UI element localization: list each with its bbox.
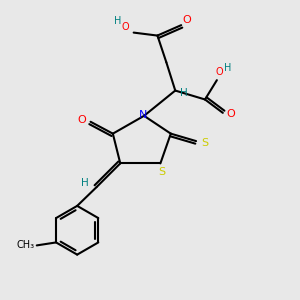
Text: H: H (114, 16, 121, 26)
Text: H: H (81, 178, 89, 188)
Text: O: O (122, 22, 129, 32)
Text: O: O (215, 67, 223, 77)
Text: CH₃: CH₃ (16, 240, 34, 250)
Text: S: S (201, 138, 208, 148)
Text: S: S (158, 167, 166, 177)
Text: H: H (224, 63, 232, 73)
Text: O: O (78, 115, 87, 125)
Text: N: N (139, 110, 148, 120)
Text: O: O (227, 109, 236, 119)
Text: H: H (180, 88, 188, 98)
Text: O: O (183, 15, 191, 25)
